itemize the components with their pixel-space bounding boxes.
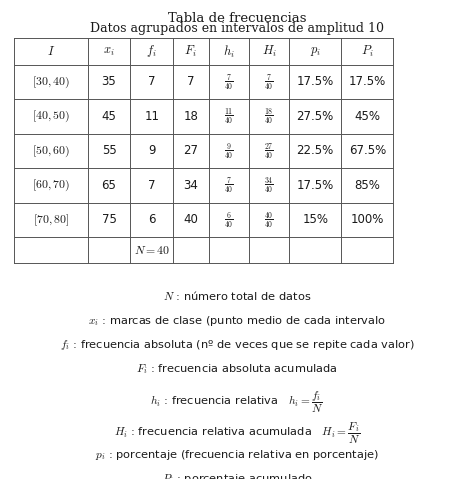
Text: 6: 6 bbox=[148, 213, 155, 227]
Text: $P_i$ : porcentaje acumulado: $P_i$ : porcentaje acumulado bbox=[162, 472, 312, 479]
Text: $P_i$: $P_i$ bbox=[361, 44, 374, 59]
Text: $h_i$: $h_i$ bbox=[223, 44, 235, 59]
Text: Datos agrupados en intervalos de amplitud 10: Datos agrupados en intervalos de amplitu… bbox=[90, 22, 384, 34]
Text: 65: 65 bbox=[101, 179, 117, 192]
Text: $f_i$: $f_i$ bbox=[146, 44, 157, 59]
Text: 18: 18 bbox=[183, 110, 198, 123]
Text: $[50, 60)$: $[50, 60)$ bbox=[32, 143, 70, 159]
Text: $[60, 70)$: $[60, 70)$ bbox=[32, 178, 70, 193]
Text: $\frac{7}{40}$: $\frac{7}{40}$ bbox=[264, 72, 274, 91]
Text: $[30, 40)$: $[30, 40)$ bbox=[32, 74, 70, 90]
Text: $\frac{40}{40}$: $\frac{40}{40}$ bbox=[264, 210, 274, 229]
Text: $[70, 80]$: $[70, 80]$ bbox=[33, 212, 69, 228]
Text: 7: 7 bbox=[148, 179, 155, 192]
Text: 45: 45 bbox=[101, 110, 117, 123]
Text: $x_i$ : marcas de clase (punto medio de cada intervalo: $x_i$ : marcas de clase (punto medio de … bbox=[88, 314, 386, 328]
Text: 15%: 15% bbox=[302, 213, 328, 227]
Text: 11: 11 bbox=[144, 110, 159, 123]
Text: $\frac{18}{40}$: $\frac{18}{40}$ bbox=[264, 107, 274, 126]
Text: 7: 7 bbox=[148, 75, 155, 89]
Text: 22.5%: 22.5% bbox=[297, 144, 334, 158]
Text: $\frac{7}{40}$: $\frac{7}{40}$ bbox=[224, 176, 234, 195]
Text: $\frac{9}{40}$: $\frac{9}{40}$ bbox=[224, 141, 234, 160]
Text: $p_i$ : porcentaje (frecuencia relativa en porcentaje): $p_i$ : porcentaje (frecuencia relativa … bbox=[95, 448, 379, 462]
Text: 67.5%: 67.5% bbox=[349, 144, 386, 158]
Text: $x_i$: $x_i$ bbox=[103, 45, 115, 58]
Text: $N = 40$: $N = 40$ bbox=[134, 244, 170, 257]
Text: 9: 9 bbox=[148, 144, 155, 158]
Text: 27: 27 bbox=[183, 144, 198, 158]
Text: 17.5%: 17.5% bbox=[297, 179, 334, 192]
Text: $f_i$ : frecuencia absoluta (nº de veces que se repite cada valor): $f_i$ : frecuencia absoluta (nº de veces… bbox=[60, 338, 414, 352]
Text: $\frac{6}{40}$: $\frac{6}{40}$ bbox=[224, 210, 234, 229]
Text: $\frac{34}{40}$: $\frac{34}{40}$ bbox=[264, 176, 274, 195]
Text: 40: 40 bbox=[183, 213, 198, 227]
Text: 34: 34 bbox=[183, 179, 198, 192]
Text: 35: 35 bbox=[101, 75, 117, 89]
Text: 75: 75 bbox=[101, 213, 117, 227]
Text: $F_i$: $F_i$ bbox=[184, 44, 197, 59]
Text: 17.5%: 17.5% bbox=[349, 75, 386, 89]
Text: $H_i$ : frecuencia relativa acumulada   $H_i = \dfrac{F_i}{N}$: $H_i$ : frecuencia relativa acumulada $H… bbox=[114, 421, 360, 446]
Text: $h_i$ : frecuencia relativa   $h_i = \dfrac{f_i}{N}$: $h_i$ : frecuencia relativa $h_i = \dfra… bbox=[150, 389, 324, 415]
Text: $\frac{11}{40}$: $\frac{11}{40}$ bbox=[224, 107, 234, 126]
Text: $F_i$ : frecuencia absoluta acumulada: $F_i$ : frecuencia absoluta acumulada bbox=[136, 362, 338, 376]
Text: 17.5%: 17.5% bbox=[297, 75, 334, 89]
Text: $H_i$: $H_i$ bbox=[262, 44, 276, 59]
Text: $I$: $I$ bbox=[47, 45, 55, 58]
Text: $\frac{27}{40}$: $\frac{27}{40}$ bbox=[264, 141, 274, 160]
Text: 55: 55 bbox=[101, 144, 117, 158]
Text: $N$ : número total de datos: $N$ : número total de datos bbox=[163, 288, 311, 302]
Text: $p_i$: $p_i$ bbox=[310, 45, 321, 58]
Text: $\frac{7}{40}$: $\frac{7}{40}$ bbox=[224, 72, 234, 91]
Text: Tabla de frecuencias: Tabla de frecuencias bbox=[168, 12, 306, 25]
Text: 27.5%: 27.5% bbox=[297, 110, 334, 123]
Text: 45%: 45% bbox=[355, 110, 380, 123]
Text: 85%: 85% bbox=[355, 179, 380, 192]
Text: 7: 7 bbox=[187, 75, 194, 89]
Text: 100%: 100% bbox=[351, 213, 384, 227]
Text: $[40, 50)$: $[40, 50)$ bbox=[32, 109, 70, 124]
